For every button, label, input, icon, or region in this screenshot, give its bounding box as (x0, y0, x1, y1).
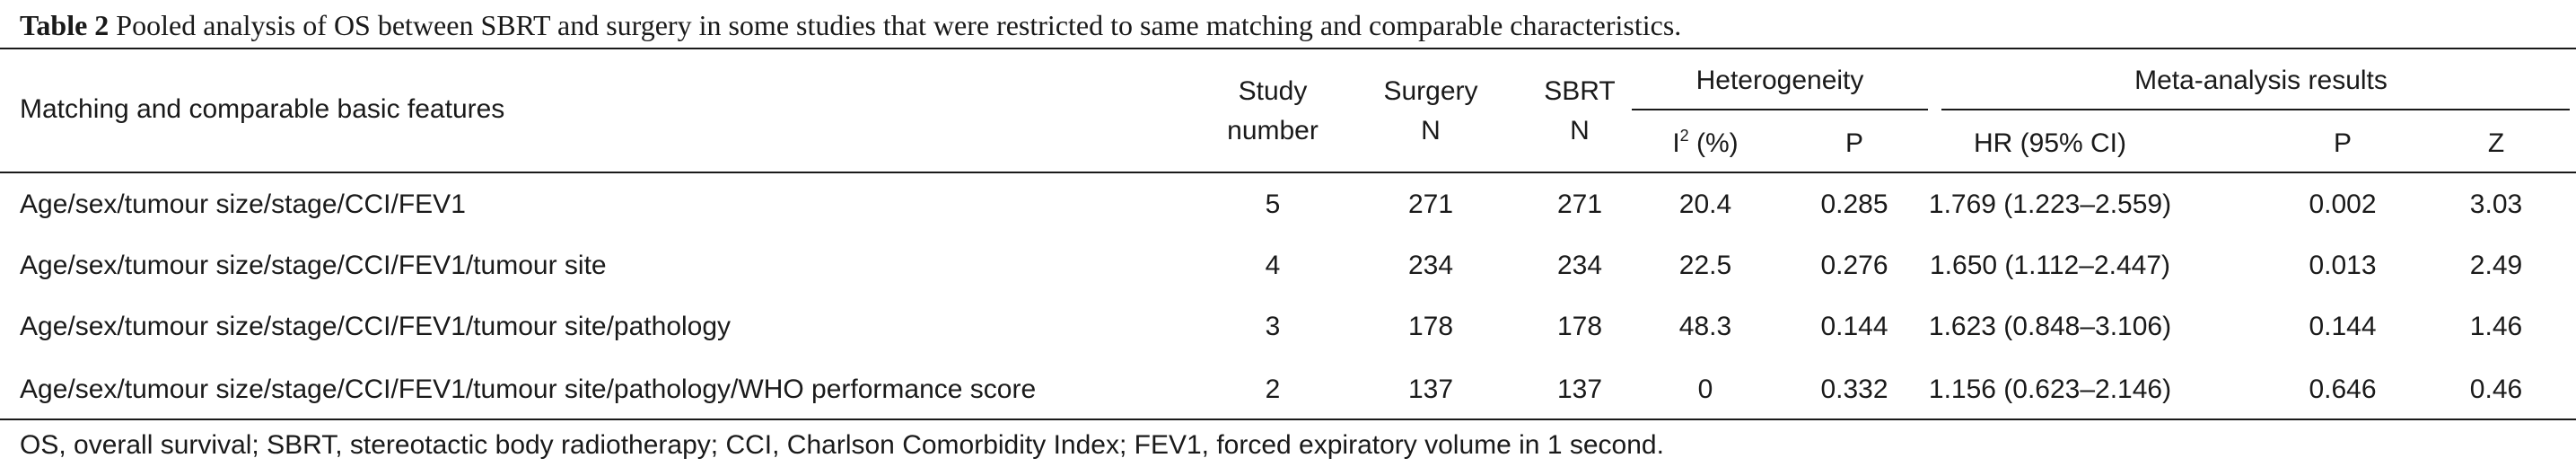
row4-p: 0.646 (2309, 374, 2377, 404)
row1-sbrt: 271 (1556, 189, 1603, 219)
table-caption: Table 2 Pooled analysis of OS between SBR… (20, 5, 1681, 45)
row3-z: 1.46 (2469, 312, 2523, 341)
header-meta-analysis: Meta-analysis results (2134, 66, 2388, 95)
header-z: Z (2487, 128, 2505, 158)
header-i2-letter: I (1672, 128, 1680, 158)
row4-sbrt: 137 (1556, 374, 1603, 404)
table-footnote: OS, overall survival; SBRT, stereotactic… (20, 430, 1664, 460)
row1-p: 0.002 (2309, 189, 2377, 219)
header-surgery-line1: Surgery (1383, 76, 1478, 106)
row3-i2: 48.3 (1678, 312, 1732, 341)
header-meta-p: P (2333, 128, 2353, 158)
row1-study: 5 (1265, 189, 1281, 219)
header-study-number-line2: number (1227, 116, 1319, 145)
row3-surgery: 178 (1407, 312, 1454, 341)
row2-i2: 22.5 (1678, 251, 1732, 280)
header-surgery: Surgery N (1383, 72, 1477, 151)
table-header-rule (0, 172, 2576, 173)
row4-study: 2 (1265, 374, 1281, 404)
row4-hr: 1.156 (0.623–2.146) (1928, 374, 2172, 404)
row1-het-p: 0.285 (1820, 189, 1888, 219)
row2-p: 0.013 (2309, 251, 2377, 280)
header-heterogeneity: Heterogeneity (1695, 66, 1864, 95)
meta-analysis-group-rule (1941, 109, 2570, 110)
row4-features: Age/sex/tumour size/stage/CCI/FEV1/tumou… (20, 374, 1037, 404)
header-sbrt-line2: N (1570, 116, 1590, 145)
row1-hr: 1.769 (1.223–2.559) (1928, 189, 2172, 219)
header-study-number: Study number (1227, 72, 1319, 151)
table-top-rule (0, 48, 2576, 49)
row2-het-p: 0.276 (1820, 251, 1888, 280)
header-hr: HR (95% CI) (1973, 128, 2127, 158)
row2-sbrt: 234 (1556, 251, 1603, 280)
row1-surgery: 271 (1407, 189, 1454, 219)
heterogeneity-group-rule (1632, 109, 1928, 110)
header-study-number-line1: Study (1238, 76, 1308, 106)
row1-features: Age/sex/tumour size/stage/CCI/FEV1 (20, 189, 466, 219)
header-i2: I2 (%) (1672, 124, 1738, 163)
header-sbrt-line1: SBRT (1544, 76, 1616, 106)
table-caption-text: Pooled analysis of OS between SBRT and s… (116, 9, 1682, 41)
row3-het-p: 0.144 (1820, 312, 1888, 341)
row2-features: Age/sex/tumour size/stage/CCI/FEV1/tumou… (20, 251, 607, 280)
row1-z: 3.03 (2469, 189, 2523, 219)
row4-surgery: 137 (1407, 374, 1454, 404)
row2-z: 2.49 (2469, 251, 2523, 280)
row2-hr: 1.650 (1.112–2.447) (1930, 251, 2170, 280)
row3-hr: 1.623 (0.848–3.106) (1928, 312, 2172, 341)
row3-p: 0.144 (2309, 312, 2377, 341)
row1-i2: 20.4 (1678, 189, 1732, 219)
row2-study: 4 (1265, 251, 1281, 280)
header-sbrt: SBRT N (1544, 72, 1615, 151)
row2-surgery: 234 (1407, 251, 1454, 280)
row3-study: 3 (1265, 312, 1281, 341)
row3-features: Age/sex/tumour size/stage/CCI/FEV1/tumou… (20, 312, 732, 341)
row4-i2: 0 (1697, 374, 1713, 404)
table-caption-label: Table 2 (20, 9, 110, 41)
row4-het-p: 0.332 (1820, 374, 1888, 404)
header-i2-superscript: 2 (1679, 127, 1689, 145)
header-features: Matching and comparable basic features (20, 94, 505, 124)
table-bottom-rule (0, 419, 2576, 420)
header-surgery-line2: N (1421, 116, 1441, 145)
row3-sbrt: 178 (1556, 312, 1603, 341)
header-het-p: P (1844, 128, 1864, 158)
header-i2-unit: (%) (1688, 128, 1739, 158)
row4-z: 0.46 (2469, 374, 2523, 404)
